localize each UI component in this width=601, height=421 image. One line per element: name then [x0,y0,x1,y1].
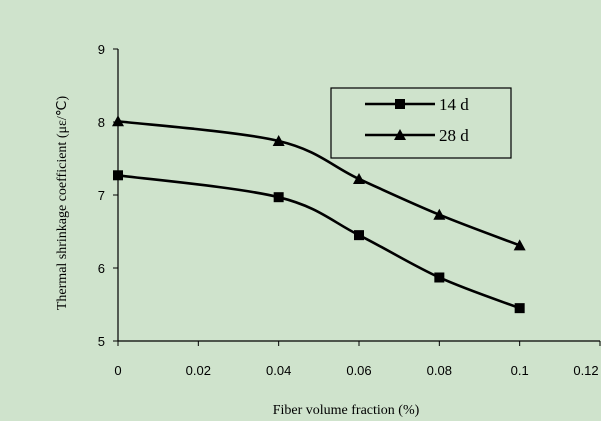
x-tick-label: 0.02 [186,363,211,378]
x-tick-label: 0 [114,363,121,378]
legend-item: 28 d [365,126,469,145]
data-point [273,192,284,203]
legend: 14 d 28 d [330,87,512,159]
x-tick-label: 0.08 [427,363,452,378]
data-point [272,134,285,146]
y-axis-title: Thermal shrinkage coefficient (με/℃) [55,96,70,311]
series-layer [112,115,526,314]
legend-item: 14 d [365,95,469,114]
y-tick-label: 8 [98,115,105,130]
legend-label: 28 d [439,126,469,145]
series-28-d [112,115,526,251]
x-tick-label: 0.12 [573,363,598,378]
legend-marker [395,99,405,109]
data-point [514,303,525,314]
data-point [353,172,365,184]
data-point [513,239,526,251]
series-line [117,119,521,247]
x-axis-title: Fiber volume fraction (%) [273,403,420,418]
y-tick-label: 5 [98,334,105,349]
legend-marker [394,129,406,140]
data-point [112,115,124,127]
legend-label: 14 d [439,95,469,114]
x-tick-label: 0.06 [346,363,371,378]
y-tick-label: 6 [98,261,105,276]
x-tick-label: 0.04 [266,363,291,378]
x-tick-label: 0.1 [511,363,529,378]
series-14-d [113,170,525,314]
data-point [433,208,446,220]
axes: 5 6 7 8 9 0 0.02 0.04 0.06 0.08 0.1 0.12 [98,42,601,378]
data-point [354,230,364,241]
legend-box [330,87,512,159]
data-point [113,170,123,181]
y-tick-label: 9 [98,42,105,57]
data-point [434,272,445,283]
y-tick-label: 7 [98,188,105,203]
